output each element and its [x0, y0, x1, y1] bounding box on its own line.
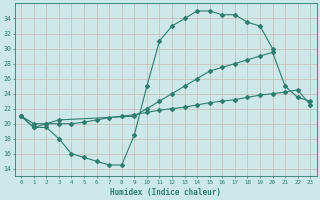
X-axis label: Humidex (Indice chaleur): Humidex (Indice chaleur): [110, 188, 221, 197]
